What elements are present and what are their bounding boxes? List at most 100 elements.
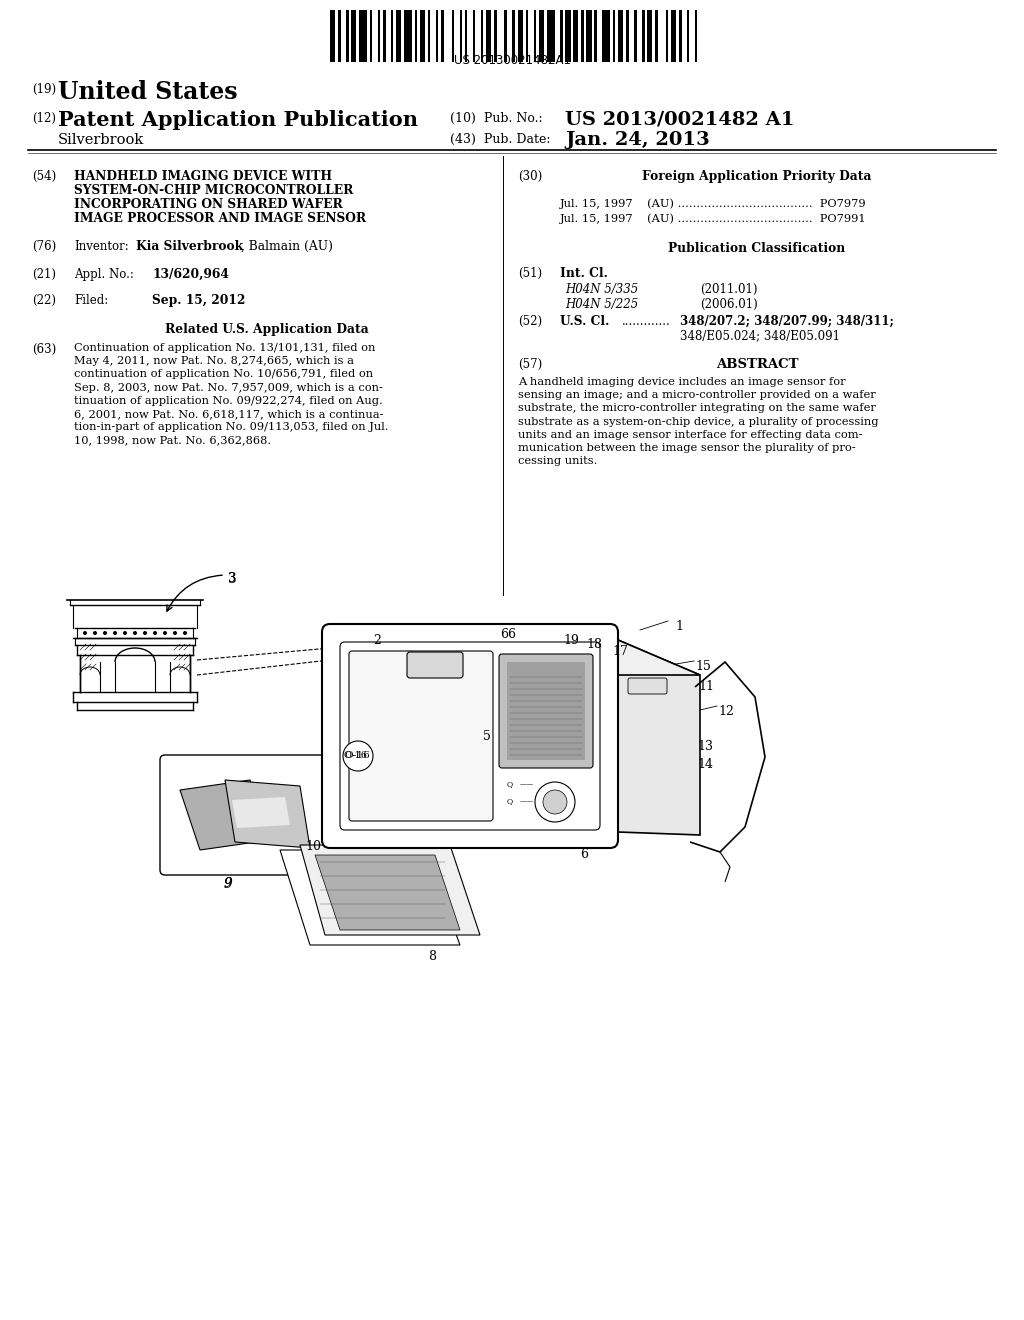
Bar — [666, 11, 669, 62]
Bar — [687, 11, 689, 62]
Text: 9: 9 — [223, 876, 232, 891]
Text: O-16: O-16 — [344, 751, 368, 760]
Text: (52): (52) — [518, 315, 542, 327]
Text: ——: —— — [520, 797, 534, 805]
Text: US 20130021482A1: US 20130021482A1 — [454, 54, 570, 67]
Polygon shape — [225, 780, 310, 847]
Bar — [428, 11, 430, 62]
Bar — [594, 11, 597, 62]
Text: 8: 8 — [428, 950, 436, 964]
Polygon shape — [315, 855, 460, 931]
FancyBboxPatch shape — [349, 651, 493, 821]
Text: U.S. Cl.: U.S. Cl. — [560, 315, 609, 327]
Text: Q: Q — [507, 797, 513, 805]
Text: Jan. 24, 2013: Jan. 24, 2013 — [565, 131, 710, 149]
Text: 9: 9 — [224, 876, 232, 890]
Circle shape — [543, 789, 567, 814]
Bar — [505, 11, 507, 62]
Bar — [378, 11, 380, 62]
Text: 348/E05.024; 348/E05.091: 348/E05.024; 348/E05.091 — [680, 329, 840, 342]
Text: Continuation of application No. 13/101,131, filed on: Continuation of application No. 13/101,1… — [74, 343, 376, 352]
Text: 10, 1998, now Pat. No. 6,362,868.: 10, 1998, now Pat. No. 6,362,868. — [74, 436, 271, 445]
Text: Jul. 15, 1997    (AU) ....................................  PO7979: Jul. 15, 1997 (AU) .....................… — [560, 198, 866, 209]
Text: H04N 5/225: H04N 5/225 — [565, 298, 638, 312]
Bar — [647, 11, 652, 62]
Text: 13: 13 — [697, 741, 713, 752]
Bar — [634, 11, 637, 62]
Bar — [539, 11, 544, 62]
Text: O-16: O-16 — [344, 751, 370, 760]
Circle shape — [93, 631, 97, 635]
Text: substrate, the micro-controller integrating on the same wafer: substrate, the micro-controller integrat… — [518, 404, 876, 413]
Polygon shape — [618, 640, 700, 836]
Text: continuation of application No. 10/656,791, filed on: continuation of application No. 10/656,7… — [74, 370, 373, 379]
Text: United States: United States — [58, 81, 238, 104]
Bar — [525, 11, 528, 62]
FancyBboxPatch shape — [628, 678, 667, 694]
Text: 13/620,964: 13/620,964 — [152, 268, 229, 281]
Bar — [518, 11, 523, 62]
Bar — [359, 11, 367, 62]
Bar — [679, 11, 682, 62]
Bar — [612, 11, 615, 62]
Bar — [441, 11, 443, 62]
Text: (22): (22) — [32, 294, 56, 308]
Polygon shape — [280, 850, 460, 945]
Bar — [330, 11, 335, 62]
Bar — [486, 11, 492, 62]
FancyBboxPatch shape — [160, 755, 340, 875]
Text: Q: Q — [507, 780, 513, 788]
Circle shape — [123, 631, 127, 635]
Bar — [573, 11, 579, 62]
Text: 18: 18 — [586, 638, 602, 651]
Bar — [370, 11, 373, 62]
Bar — [391, 11, 393, 62]
Bar — [507, 663, 585, 760]
Text: 6, 2001, now Pat. No. 6,618,117, which is a continua-: 6, 2001, now Pat. No. 6,618,117, which i… — [74, 409, 384, 418]
Text: H04N 5/335: H04N 5/335 — [565, 282, 638, 296]
Text: cessing units.: cessing units. — [518, 457, 597, 466]
Text: (10)  Pub. No.:: (10) Pub. No.: — [450, 112, 543, 125]
Text: Inventor:: Inventor: — [74, 240, 129, 253]
Text: US 2013/0021482 A1: US 2013/0021482 A1 — [565, 110, 795, 128]
Text: HANDHELD IMAGING DEVICE WITH: HANDHELD IMAGING DEVICE WITH — [74, 170, 332, 183]
Text: 66: 66 — [500, 628, 516, 642]
Bar — [351, 11, 356, 62]
Text: 12: 12 — [718, 705, 734, 718]
Text: (57): (57) — [518, 358, 543, 371]
Text: (63): (63) — [32, 343, 56, 356]
Text: 2: 2 — [370, 634, 379, 648]
Text: tion-in-part of application No. 09/113,053, filed on Jul.: tion-in-part of application No. 09/113,0… — [74, 422, 388, 432]
Text: ——: —— — [520, 780, 534, 788]
Text: Kia Silverbrook: Kia Silverbrook — [136, 240, 243, 253]
Text: Jul. 15, 1997    (AU) ....................................  PO7991: Jul. 15, 1997 (AU) .....................… — [560, 213, 866, 223]
Text: 11: 11 — [698, 680, 714, 693]
Circle shape — [343, 741, 373, 771]
Text: .............: ............. — [622, 315, 671, 327]
Text: 2: 2 — [373, 634, 381, 647]
Text: , Balmain (AU): , Balmain (AU) — [241, 240, 333, 253]
Circle shape — [113, 631, 117, 635]
Text: (43)  Pub. Date:: (43) Pub. Date: — [450, 133, 551, 147]
Text: Patent Application Publication: Patent Application Publication — [58, 110, 418, 129]
Text: 3: 3 — [228, 572, 237, 586]
Text: (21): (21) — [32, 268, 56, 281]
Bar — [618, 11, 624, 62]
Text: (54): (54) — [32, 170, 56, 183]
Polygon shape — [300, 845, 480, 935]
Text: Filed:: Filed: — [74, 294, 109, 308]
Bar — [560, 11, 562, 62]
Bar — [642, 11, 644, 62]
Text: 1: 1 — [675, 620, 683, 634]
Polygon shape — [180, 780, 270, 850]
Text: Int. Cl.: Int. Cl. — [560, 267, 608, 280]
Text: 19: 19 — [563, 634, 579, 647]
Text: (19): (19) — [32, 83, 56, 96]
Text: A handheld imaging device includes an image sensor for: A handheld imaging device includes an im… — [518, 378, 846, 387]
Circle shape — [153, 631, 157, 635]
Text: tinuation of application No. 09/922,274, filed on Aug.: tinuation of application No. 09/922,274,… — [74, 396, 383, 405]
Text: May 4, 2011, now Pat. No. 8,274,665, which is a: May 4, 2011, now Pat. No. 8,274,665, whi… — [74, 356, 354, 366]
Bar — [694, 11, 697, 62]
Text: ABSTRACT: ABSTRACT — [716, 358, 799, 371]
Circle shape — [163, 631, 167, 635]
